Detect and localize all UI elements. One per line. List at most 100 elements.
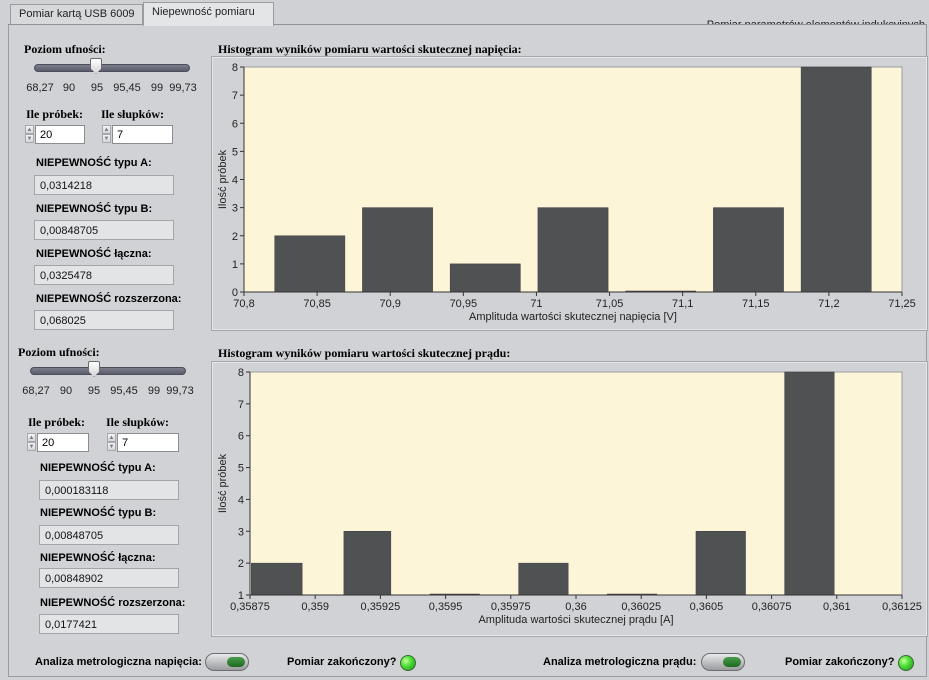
voltage-done-led xyxy=(400,655,416,671)
tab-divider xyxy=(8,24,927,25)
voltage-bars-spinner[interactable]: ▲ ▼ xyxy=(102,125,111,144)
toggle-knob xyxy=(723,657,741,667)
current-slider-thumb[interactable] xyxy=(88,361,100,377)
voltage-histogram: 0 1 2 3 4 5 6 7 8 70,8 70,85 70,9 70,95 71 71,05 71,1 71… xyxy=(211,56,928,331)
current-samples-spinner[interactable]: ▲ ▼ xyxy=(27,433,36,452)
voltage-type-b-value: 0,00848705 xyxy=(34,220,174,240)
histogram-bar xyxy=(449,263,521,293)
spin-up-icon[interactable]: ▲ xyxy=(107,433,116,442)
voltage-confidence-label: Poziom ufności: xyxy=(24,42,106,56)
histogram-bar xyxy=(537,207,609,293)
x-tick-label: 70,95 xyxy=(450,298,478,310)
x-tick-label: 70,9 xyxy=(380,298,401,310)
voltage-histogram-title: Histogram wyników pomiaru wartości skute… xyxy=(218,42,522,56)
y-tick-label: 1 xyxy=(232,259,238,271)
current-histogram-title: Histogram wyników pomiaru wartości skute… xyxy=(218,346,511,360)
x-tick-label: 71,1 xyxy=(672,298,693,310)
voltage-samples-spinner[interactable]: ▲ ▼ xyxy=(25,125,34,144)
spin-up-icon[interactable]: ▲ xyxy=(25,125,34,134)
y-tick-label: 2 xyxy=(232,231,238,243)
current-type-b-value: 0,00848705 xyxy=(39,525,179,545)
y-tick-label: 8 xyxy=(238,367,244,379)
voltage-analysis-toggle[interactable] xyxy=(205,653,249,671)
slider-tick-label: 68,27 xyxy=(22,385,50,397)
y-axis-label: Ilość próbek xyxy=(217,453,229,513)
y-tick-label: 7 xyxy=(238,399,244,411)
slider-tick-label: 95 xyxy=(87,385,101,397)
current-combined-label: NIEPEWNOŚĆ łączna: xyxy=(40,552,156,564)
tab-uncertainty[interactable]: Niepewność pomiaru xyxy=(143,2,274,26)
current-type-a-label: NIEPEWNOŚĆ typu A: xyxy=(40,462,156,474)
histogram-bar xyxy=(343,531,392,596)
y-tick-label: 0 xyxy=(232,287,238,299)
spin-down-icon[interactable]: ▼ xyxy=(107,442,116,451)
histogram-bar xyxy=(362,207,433,293)
histogram-bar xyxy=(274,235,346,293)
current-expanded-value: 0,0177421 xyxy=(39,614,179,634)
x-tick-label: 71,2 xyxy=(818,298,839,310)
spin-down-icon[interactable]: ▼ xyxy=(102,134,111,143)
current-analysis-toggle[interactable] xyxy=(701,653,745,671)
voltage-expanded-label: NIEPEWNOŚĆ rozszerzona: xyxy=(36,293,182,305)
x-tick-label: 0,35975 xyxy=(491,601,531,613)
x-tick-label: 0,35925 xyxy=(361,601,401,613)
x-axis-label: Amplituda wartości skutecznej napięcia [… xyxy=(469,311,677,323)
slider-tick-label: 99 xyxy=(147,385,161,397)
voltage-samples-input[interactable]: 20 xyxy=(35,125,85,144)
y-tick-label: 5 xyxy=(238,463,244,475)
slider-tick-label: 68,27 xyxy=(26,82,54,94)
voltage-slider-thumb[interactable] xyxy=(90,58,102,74)
x-tick-label: 0,3595 xyxy=(429,601,463,613)
y-tick-label: 1 xyxy=(238,590,244,602)
y-tick-label: 4 xyxy=(238,494,244,506)
x-tick-label: 0,36075 xyxy=(752,601,792,613)
slider-tick-label: 95,45 xyxy=(110,385,138,397)
current-confidence-slider[interactable] xyxy=(30,367,186,375)
current-done-label: Pomiar zakończony? xyxy=(785,656,895,668)
current-histogram: 1 2 3 4 5 6 7 8 0,35875 0,359 0,35925 0,3595 0,35975… xyxy=(211,361,928,637)
voltage-bars-label: Ile słupków: xyxy=(101,107,165,121)
current-samples-input[interactable]: 20 xyxy=(37,433,89,452)
current-bars-spinner[interactable]: ▲ ▼ xyxy=(107,433,116,452)
tab-label: Pomiar kartą USB 6009 xyxy=(19,8,135,20)
spin-up-icon[interactable]: ▲ xyxy=(27,433,36,442)
x-tick-label: 0,361 xyxy=(823,601,851,613)
x-tick-label: 0,36 xyxy=(565,601,586,613)
voltage-type-a-value: 0,0314218 xyxy=(34,175,174,195)
x-tick-label: 71,05 xyxy=(596,298,624,310)
y-tick-label: 5 xyxy=(232,146,238,158)
tab-usb-measurement[interactable]: Pomiar kartą USB 6009 xyxy=(10,4,143,24)
x-tick-label: 70,8 xyxy=(233,298,254,310)
current-samples-label: Ile próbek: xyxy=(28,415,85,429)
slider-tick-label: 99 xyxy=(150,82,164,94)
y-axis-label: Ilość próbek xyxy=(217,149,229,209)
y-tick-label: 6 xyxy=(232,118,238,130)
histogram-bar xyxy=(800,66,872,293)
voltage-bars-input[interactable]: 7 xyxy=(112,125,173,144)
spin-down-icon[interactable]: ▼ xyxy=(25,134,34,143)
voltage-confidence-slider[interactable] xyxy=(34,64,190,72)
x-tick-label: 71,25 xyxy=(888,298,916,310)
slider-tick-label: 99,73 xyxy=(166,385,194,397)
x-tick-label: 0,36025 xyxy=(621,601,661,613)
voltage-samples-label: Ile próbek: xyxy=(26,107,83,121)
x-tick-label: 71,15 xyxy=(742,298,770,310)
spin-up-icon[interactable]: ▲ xyxy=(102,125,111,134)
current-bars-input[interactable]: 7 xyxy=(117,433,179,452)
slider-tick-label: 99,73 xyxy=(169,82,197,94)
spin-down-icon[interactable]: ▼ xyxy=(27,442,36,451)
current-bars-label: Ile słupków: xyxy=(106,415,170,429)
histogram-bar xyxy=(784,371,835,596)
voltage-combined-value: 0,0325478 xyxy=(34,265,174,285)
x-tick-label: 0,3605 xyxy=(690,601,724,613)
slider-tick-label: 90 xyxy=(62,82,76,94)
y-tick-label: 6 xyxy=(238,431,244,443)
histogram-bar xyxy=(518,562,569,596)
slider-tick-label: 90 xyxy=(59,385,73,397)
voltage-done-label: Pomiar zakończony? xyxy=(287,656,397,668)
toggle-knob xyxy=(227,657,245,667)
voltage-type-b-label: NIEPEWNOŚĆ typu B: xyxy=(36,203,153,215)
current-done-led xyxy=(898,655,914,671)
voltage-expanded-value: 0,068025 xyxy=(34,310,174,330)
voltage-combined-label: NIEPEWNOŚĆ łączna: xyxy=(36,248,152,260)
